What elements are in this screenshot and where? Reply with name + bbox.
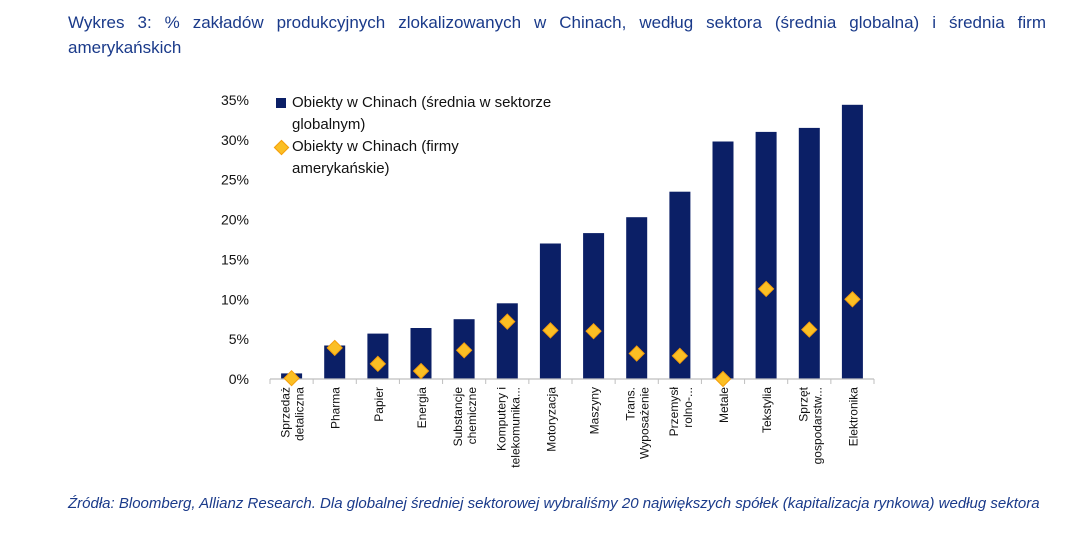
x-category-label: Papier	[372, 387, 386, 422]
legend-label-sector-average-line-2: globalnym)	[292, 116, 366, 133]
legend-label-us-firms-line-2: amerykańskie)	[292, 160, 390, 177]
bar	[583, 233, 605, 379]
us-firms-marker	[369, 355, 387, 373]
x-category-label: chemiczne	[465, 387, 479, 445]
bar	[712, 141, 734, 379]
us-firms-marker	[844, 291, 861, 308]
us-firms-marker	[801, 321, 818, 338]
x-category-label: Trans.	[624, 387, 638, 421]
x-category-label: Wyposażenie	[638, 387, 652, 459]
us-firms-marker	[283, 369, 300, 387]
source-note: Źródła: Bloomberg, Allianz Research. Dla…	[68, 495, 1040, 512]
bar	[410, 328, 432, 379]
legend-label-sector-average-line-1: Obiekty w Chinach (średnia w sektorze	[292, 94, 552, 111]
y-tick-label: 30%	[221, 132, 249, 148]
chart-title: Wykres 3: % zakładów produkcyjnych zloka…	[68, 13, 1046, 57]
legend-item-us-firms: Obiekty w Chinach (firmy amerykańskie)	[273, 136, 604, 180]
legend-diamond-swatch	[273, 139, 290, 156]
x-category-label: telekomunika...	[508, 387, 522, 468]
us-firms-marker	[455, 342, 473, 359]
x-category-label: Tekstylia	[760, 387, 774, 433]
us-firms-marker	[757, 280, 775, 298]
legend-label-us-firms-line-1: Obiekty w Chinach (firmy	[292, 138, 459, 155]
us-firms-marker	[585, 322, 602, 340]
x-category-label: Przemysł	[667, 387, 681, 437]
us-firms-marker	[714, 370, 732, 388]
bar	[324, 345, 346, 379]
x-category-label: Komputery i	[494, 387, 508, 451]
x-category-label: Energia	[415, 387, 429, 429]
y-tick-label: 10%	[221, 291, 249, 307]
x-category-label: Sprzęt	[796, 386, 810, 421]
x-category-label: Substancje	[451, 387, 465, 447]
bar	[798, 127, 820, 380]
legend-bar-swatch	[276, 98, 286, 108]
us-firms-marker	[499, 313, 516, 330]
bar	[669, 191, 691, 379]
y-tick-label: 5%	[229, 331, 249, 347]
x-category-label: gospodarstw...	[810, 387, 824, 464]
bar	[755, 131, 777, 379]
x-category-label: rolno-...	[681, 387, 695, 428]
bar	[539, 243, 561, 379]
x-category-label: Metale	[717, 387, 731, 423]
chart-legend: Obiekty w Chinach (średnia w sektorze gl…	[273, 92, 604, 180]
bar	[841, 104, 863, 380]
y-tick-label: 25%	[221, 172, 249, 188]
us-firms-marker	[326, 339, 343, 357]
x-category-label: Motoryzacja	[544, 387, 558, 452]
bar	[626, 217, 648, 379]
us-firms-marker	[671, 347, 689, 365]
x-category-label: Pharma	[329, 387, 343, 429]
us-firms-marker	[412, 362, 430, 380]
us-firms-marker	[542, 322, 559, 339]
legend-item-sector-average: Obiekty w Chinach (średnia w sektorze gl…	[274, 92, 604, 136]
x-category-label: Elektronika	[846, 387, 860, 447]
y-tick-label: 0%	[229, 371, 249, 387]
y-tick-label: 15%	[221, 251, 249, 267]
x-category-label: detaliczna	[293, 387, 307, 441]
y-tick-label: 20%	[221, 212, 249, 228]
us-firms-marker	[628, 345, 645, 362]
x-category-label: Sprzedaż	[279, 387, 293, 438]
x-category-label: Maszyny	[588, 387, 602, 434]
y-tick-label: 35%	[221, 92, 249, 108]
